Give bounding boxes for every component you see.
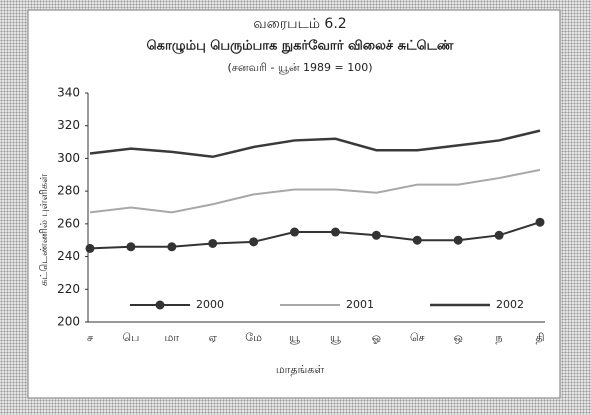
chart-title: வரைபடம் 6.2: [253, 16, 346, 32]
legend-label: 2002: [496, 298, 524, 311]
x-tick-label: ச: [87, 331, 93, 344]
y-tick-label: 320: [57, 118, 80, 132]
series-line: [89, 168, 541, 214]
point: [290, 227, 300, 237]
x-tick-label: மா: [165, 331, 180, 344]
point: [330, 227, 340, 237]
legend-marker: [155, 300, 165, 310]
x-tick-label: யூ: [289, 331, 300, 344]
x-tick-label: பெ: [123, 331, 140, 344]
chart-note: (சனவரி - யூன் 1989 = 100): [227, 61, 372, 74]
chart-subtitle: கொழும்பு பெரும்பாக நுகர்வோர் விலைச் சுட்…: [147, 39, 454, 55]
y-tick-label: 260: [57, 216, 80, 230]
x-tick-label: மே: [245, 331, 262, 344]
x-tick-label: ஓ: [372, 331, 381, 344]
x-tick-label: ந: [496, 331, 503, 344]
point: [167, 242, 177, 252]
y-tick-label: 340: [57, 86, 80, 100]
point: [494, 230, 504, 240]
x-tick-label: ஏ: [208, 331, 217, 344]
y-axis-label: சுட்டெண்ணில் புள்ளிகள்: [39, 174, 50, 286]
point: [371, 230, 381, 240]
point: [249, 237, 259, 247]
y-tick-label: 200: [57, 315, 80, 329]
x-tick-label: செ: [410, 331, 425, 344]
point: [85, 243, 95, 253]
x-tick-label: யூ: [330, 331, 341, 344]
y-tick-label: 240: [57, 249, 80, 263]
point: [453, 235, 463, 245]
series-line: [89, 129, 541, 159]
y-tick-label: 280: [57, 184, 80, 198]
x-tick-label: தி: [535, 331, 544, 344]
legend-label: 2001: [346, 298, 374, 311]
point: [412, 235, 422, 245]
y-tick-label: 300: [57, 151, 80, 165]
legend-label: 2000: [196, 298, 224, 311]
x-axis-label: மாதங்கள்: [276, 363, 324, 376]
point: [535, 217, 545, 227]
y-tick-label: 220: [57, 282, 80, 296]
x-tick-label: ஒ: [454, 331, 463, 344]
point: [126, 242, 136, 252]
panel: [27, 9, 561, 399]
series-line: [89, 221, 541, 250]
point: [208, 238, 218, 248]
